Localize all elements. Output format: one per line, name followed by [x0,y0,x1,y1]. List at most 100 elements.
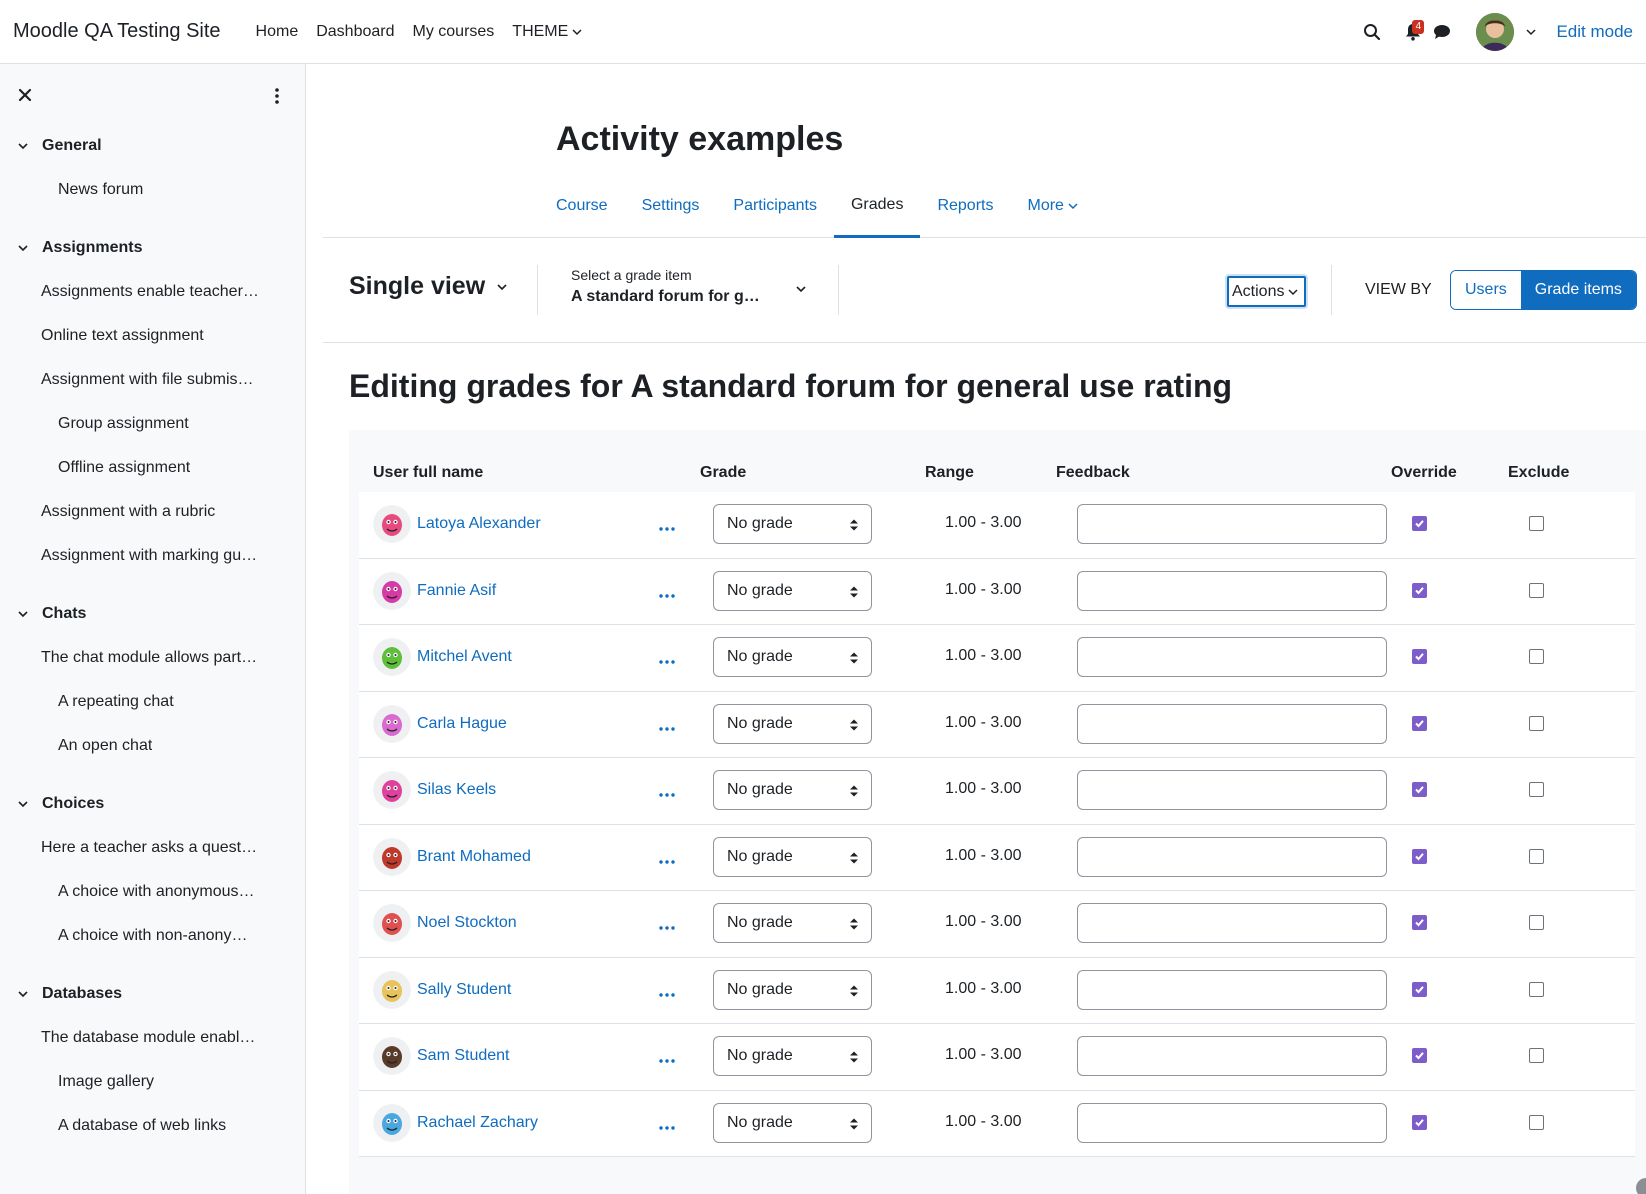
course-index-section[interactable]: Assignments [0,226,306,270]
course-index-item[interactable]: An open chat [0,724,306,768]
course-index-item[interactable]: Here a teacher asks a quest… [0,826,306,870]
messages-button[interactable] [1428,12,1456,52]
user-name-link[interactable]: Mitchel Avent [417,648,512,665]
feedback-input[interactable] [1077,836,1387,877]
user-name-link[interactable]: Fannie Asif [417,581,497,599]
course-index-section[interactable]: Chats [0,592,306,636]
override-checkbox[interactable] [1412,1114,1427,1130]
nav-theme-dropdown[interactable]: THEME [503,23,591,41]
tab-grades[interactable]: Grades [833,174,921,238]
course-index-item[interactable]: A choice with non-anony… [0,914,306,958]
user-name-link[interactable]: Sam Student [417,1047,510,1064]
grade-select[interactable]: No grade [713,969,872,1010]
feedback-input[interactable] [1077,969,1387,1010]
user-actions-menu[interactable] [657,986,677,997]
nav-home[interactable]: Home [255,22,299,40]
user-name-link[interactable]: Brant Mohamed [417,847,531,865]
course-index-item[interactable]: Assignment with file submis… [0,358,306,402]
user-name-link[interactable]: Noel Stockton [417,914,517,931]
view-by-grade-items-button[interactable]: Grade items [1520,271,1636,309]
tab-participants[interactable]: Participants [716,174,834,238]
view-by-users-button[interactable]: Users [1451,271,1521,309]
course-index-item[interactable]: Group assignment [0,402,306,446]
course-index-item[interactable]: News forum [0,168,306,212]
exclude-checkbox[interactable] [1529,782,1544,797]
override-checkbox[interactable] [1412,915,1427,930]
override-checkbox[interactable] [1412,1048,1427,1063]
grade-select[interactable]: No grade [713,770,872,810]
user-actions-menu[interactable] [657,853,677,864]
user-actions-menu[interactable] [657,786,677,797]
user-actions-menu[interactable] [657,919,677,930]
user-actions-menu[interactable] [657,653,677,664]
search-toggle[interactable] [1352,12,1392,52]
course-index-item[interactable]: Image gallery [0,1060,306,1104]
drawer-options-button[interactable] [272,86,282,106]
nav-dashboard[interactable]: Dashboard [316,22,395,40]
feedback-input[interactable] [1077,703,1387,744]
user-menu-toggle[interactable] [1476,13,1536,51]
close-drawer-button[interactable] [16,86,34,104]
course-index-item[interactable]: Offline assignment [0,446,306,490]
course-index-item[interactable]: Assignment with a rubric [0,490,306,534]
grade-select[interactable]: No grade [713,570,872,611]
course-index-item[interactable]: The chat module allows part… [0,636,306,680]
grade-select[interactable]: No grade [713,1102,872,1143]
exclude-checkbox[interactable] [1529,582,1544,598]
feedback-input[interactable] [1077,504,1387,544]
override-checkbox[interactable] [1412,582,1427,598]
grade-select[interactable]: No grade [713,637,872,677]
nav-my-courses[interactable]: My courses [412,22,495,40]
feedback-input[interactable] [1077,903,1387,943]
exclude-checkbox[interactable] [1529,516,1544,531]
user-actions-menu[interactable] [657,1052,677,1063]
feedback-input[interactable] [1077,637,1387,677]
user-actions-menu[interactable] [657,520,677,531]
tab-more[interactable]: More [1010,174,1094,238]
grade-select[interactable]: No grade [713,903,872,943]
feedback-input[interactable] [1077,770,1387,810]
user-name-link[interactable]: Rachael Zachary [417,1113,538,1131]
tab-settings[interactable]: Settings [625,174,717,238]
course-index-item[interactable]: Online text assignment [0,314,306,358]
grade-select[interactable]: No grade [713,703,872,744]
user-name-link[interactable]: Sally Student [417,980,512,998]
override-checkbox[interactable] [1412,981,1427,997]
course-index-item[interactable]: Assignments enable teacher… [0,270,306,314]
course-index-section[interactable]: Databases [0,972,306,1016]
exclude-checkbox[interactable] [1529,1114,1544,1130]
override-checkbox[interactable] [1412,649,1427,664]
grade-select[interactable]: No grade [713,836,872,877]
course-index-item[interactable]: A repeating chat [0,680,306,724]
exclude-checkbox[interactable] [1529,1048,1544,1063]
site-brand[interactable]: Moodle QA Testing Site [13,20,221,42]
edit-mode-toggle[interactable]: Edit mode [1556,22,1633,41]
user-actions-menu[interactable] [657,1119,677,1130]
course-index-section[interactable]: Choices [0,782,306,826]
course-index-item[interactable]: A database of web links [0,1104,306,1148]
course-index-item[interactable]: The database module enabl… [0,1016,306,1060]
feedback-input[interactable] [1077,1036,1387,1076]
exclude-checkbox[interactable] [1529,981,1544,997]
grade-select[interactable]: No grade [713,1036,872,1076]
course-index-item[interactable]: A choice with anonymous… [0,870,306,914]
tab-course[interactable]: Course [539,174,625,238]
exclude-checkbox[interactable] [1529,715,1544,731]
override-checkbox[interactable] [1412,715,1427,731]
course-index-section[interactable]: General [0,124,306,168]
exclude-checkbox[interactable] [1529,848,1544,864]
course-index-item[interactable]: Assignment with marking gu… [0,534,306,578]
feedback-input[interactable] [1077,570,1387,611]
exclude-checkbox[interactable] [1529,915,1544,930]
feedback-input[interactable] [1077,1102,1387,1143]
tab-reports[interactable]: Reports [920,174,1010,238]
override-checkbox[interactable] [1412,848,1427,864]
override-checkbox[interactable] [1412,516,1427,531]
actions-select[interactable]: Actions [1227,276,1306,307]
user-name-link[interactable]: Silas Keels [417,781,497,798]
user-name-link[interactable]: Latoya Alexander [417,515,541,532]
gradebook-view-selector[interactable]: Single view [349,272,507,301]
override-checkbox[interactable] [1412,782,1427,797]
user-name-link[interactable]: Carla Hague [417,714,507,732]
user-actions-menu[interactable] [657,720,677,731]
